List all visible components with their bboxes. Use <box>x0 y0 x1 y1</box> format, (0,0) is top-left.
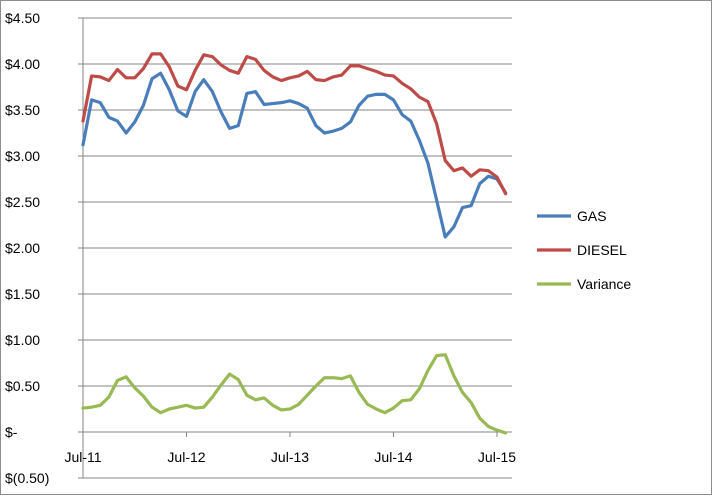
x-tick-label: Jul-15 <box>478 449 516 465</box>
x-tick-label: Jul-13 <box>271 449 309 465</box>
y-tick-label: $2.00 <box>5 240 40 256</box>
series-line-variance <box>81 353 508 435</box>
series-line-diesel <box>81 52 508 196</box>
y-tick-label: $1.50 <box>5 286 40 302</box>
x-tick-label: Jul-14 <box>374 449 412 465</box>
legend: GAS DIESEL Variance <box>537 208 631 292</box>
y-tick-label: $0.50 <box>5 378 40 394</box>
legend-label-variance: Variance <box>577 276 631 292</box>
series-lines <box>81 52 508 435</box>
legend-label-gas: GAS <box>577 208 607 224</box>
series-line-gas <box>81 71 508 239</box>
y-tick-label: $4.50 <box>5 10 40 26</box>
y-tick-label: $(0.50) <box>5 470 49 486</box>
y-tick-label: $3.00 <box>5 148 40 164</box>
legend-label-diesel: DIESEL <box>577 242 627 258</box>
axes <box>78 17 512 479</box>
y-tick-label: $3.50 <box>5 102 40 118</box>
x-tick-label: Jul-12 <box>167 449 205 465</box>
y-tick-label: $- <box>5 424 18 440</box>
x-axis-tick-labels: Jul-11 Jul-12 Jul-13 Jul-14 Jul-15 <box>64 449 516 465</box>
y-tick-label: $1.00 <box>5 332 40 348</box>
y-tick-label: $4.00 <box>5 56 40 72</box>
x-tick-label: Jul-11 <box>64 449 101 465</box>
y-axis-tick-labels: $(0.50) $- $0.50 $1.00 $1.50 $2.00 $2.50 $3.00 $… <box>5 10 49 486</box>
y-tick-label: $2.50 <box>5 194 40 210</box>
gridlines <box>83 17 512 479</box>
